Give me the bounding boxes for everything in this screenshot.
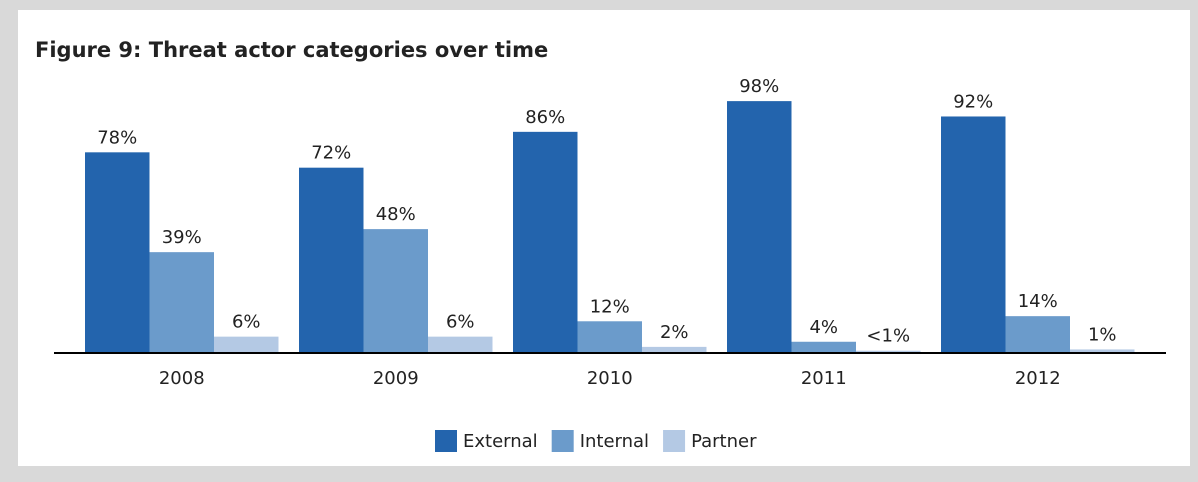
bar bbox=[642, 346, 707, 352]
bar bbox=[214, 336, 279, 352]
value-label: <1% bbox=[866, 326, 910, 347]
value-label: 92% bbox=[953, 91, 993, 112]
value-label: 14% bbox=[1018, 291, 1058, 312]
value-label: 2% bbox=[660, 322, 689, 343]
bar bbox=[1070, 349, 1135, 352]
bar bbox=[299, 167, 364, 352]
x-tick-label: 2008 bbox=[159, 368, 205, 389]
value-label: 48% bbox=[376, 204, 416, 225]
value-label: 6% bbox=[232, 312, 261, 333]
value-label: 98% bbox=[739, 76, 779, 97]
value-label: 4% bbox=[809, 317, 838, 338]
legend-label: Partner bbox=[691, 431, 757, 452]
value-label: 12% bbox=[590, 296, 630, 317]
bar bbox=[791, 341, 856, 352]
x-tick-label: 2011 bbox=[801, 368, 847, 389]
legend-swatch bbox=[435, 430, 457, 452]
legend-label: External bbox=[463, 431, 538, 452]
bar bbox=[941, 116, 1006, 352]
value-label: 1% bbox=[1088, 324, 1117, 345]
x-tick-label: 2010 bbox=[587, 368, 633, 389]
legend-label: Internal bbox=[580, 431, 649, 452]
value-label: 72% bbox=[311, 143, 351, 164]
bar bbox=[1005, 316, 1070, 352]
value-label: 39% bbox=[162, 227, 202, 248]
bar bbox=[727, 101, 792, 353]
x-tick-label: 2012 bbox=[1015, 368, 1061, 389]
value-label: 86% bbox=[525, 107, 565, 128]
value-label: 6% bbox=[446, 312, 475, 333]
x-tick-label: 2009 bbox=[373, 368, 419, 389]
bar bbox=[428, 336, 493, 352]
bar bbox=[149, 252, 214, 352]
chart-title: Figure 9: Threat actor categories over t… bbox=[35, 38, 548, 62]
legend-swatch bbox=[551, 430, 574, 452]
value-label: 78% bbox=[97, 127, 137, 148]
legend-swatch bbox=[663, 430, 686, 452]
bar bbox=[363, 229, 428, 352]
bar bbox=[85, 152, 150, 352]
bar bbox=[577, 321, 642, 352]
bar bbox=[856, 350, 921, 352]
bar bbox=[513, 131, 578, 352]
